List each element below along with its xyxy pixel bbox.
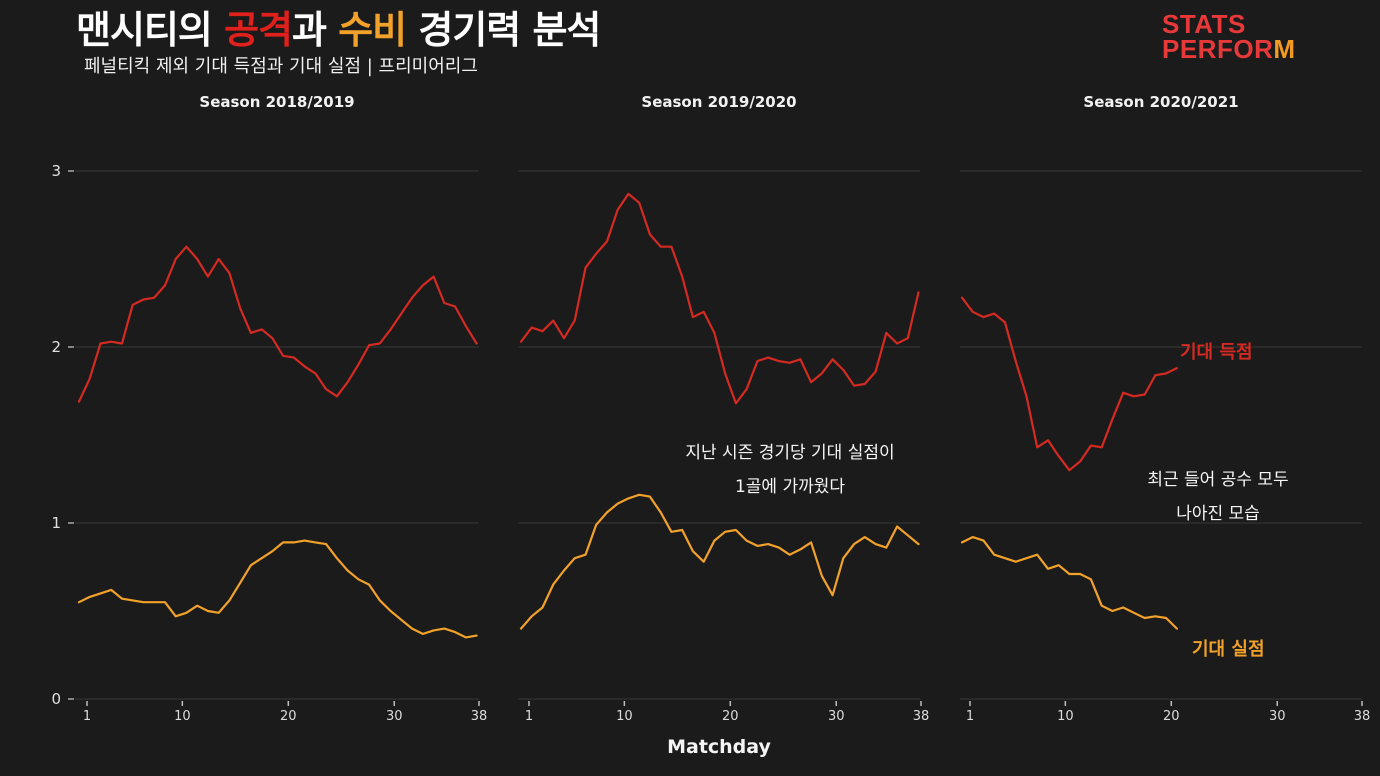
x-axis-label: Matchday: [667, 736, 771, 758]
annotation-season3: 최근 들어 공수 모두 나아진 모습: [1147, 463, 1288, 531]
logo-line1: STATS: [1162, 9, 1246, 39]
x-tick-label: 1: [525, 709, 533, 724]
annotation-season2: 지난 시즌 경기당 기대 실점이 1골에 가까웠다: [685, 436, 894, 504]
series-line: [77, 539, 478, 639]
y-tick-label: 2: [51, 338, 61, 356]
series-line: [77, 245, 478, 403]
legend-label-xga: 기대 실점: [1192, 639, 1265, 660]
logo-text-perf: PERF: [1162, 34, 1234, 64]
x-tick-label: 38: [1354, 709, 1371, 724]
legend-label-xg: 기대 득점: [1180, 342, 1253, 363]
x-tick-label: 30: [1269, 709, 1286, 724]
x-tick-label: 10: [616, 709, 633, 724]
x-tick-label: 30: [386, 709, 403, 724]
x-tick-label: 1: [83, 709, 91, 724]
logo-text-r: R: [1254, 34, 1274, 64]
logo-burst-icon: O: [1233, 34, 1255, 64]
x-tick-label: 38: [471, 709, 488, 724]
y-tick-label: 3: [51, 162, 61, 180]
annotation-season3-line1: 최근 들어 공수 모두: [1147, 470, 1289, 490]
title-part1: 맨시티의: [76, 8, 225, 52]
y-tick-label: 1: [51, 514, 61, 532]
title-part2: 과: [292, 8, 339, 52]
series-line: [519, 493, 920, 630]
title-defense: 수비: [338, 8, 407, 52]
x-tick-label: 30: [828, 709, 845, 724]
x-tick-label: 20: [280, 709, 297, 724]
stats-perform-logo: STATS PERFORM: [1162, 9, 1296, 64]
panel-title-2019: Season 2019/2020: [641, 93, 797, 111]
logo-text-m: M: [1273, 34, 1296, 64]
title-part3: 경기력 분석: [406, 8, 601, 52]
panel-title-2020: Season 2020/2021: [1083, 93, 1239, 111]
series-line: [960, 535, 1179, 630]
logo-line2: PERFORM: [1162, 34, 1296, 64]
annotation-season3-line2: 나아진 모습: [1176, 504, 1260, 524]
annotation-season2-line1: 지난 시즌 경기당 기대 실점이: [685, 443, 895, 463]
panel-title-2018: Season 2018/2019: [199, 93, 355, 111]
annotation-season2-line2: 1골에 가까웠다: [734, 477, 846, 497]
x-tick-label: 20: [1163, 709, 1180, 724]
chart-subtitle: 페널티킥 제외 기대 득점과 기대 실점 | 프리미어리그: [84, 56, 478, 77]
x-tick-label: 10: [1057, 709, 1074, 724]
title-attack: 공격: [224, 8, 293, 52]
chart-title: 맨시티의 공격과 수비 경기력 분석: [76, 4, 601, 56]
series-line: [960, 296, 1179, 472]
x-tick-label: 1: [966, 709, 974, 724]
series-line: [519, 192, 920, 405]
y-tick-label: 0: [51, 690, 61, 708]
logo-text-o: O: [1233, 34, 1255, 64]
x-tick-label: 38: [913, 709, 930, 724]
x-tick-label: 10: [174, 709, 191, 724]
x-tick-label: 20: [722, 709, 739, 724]
